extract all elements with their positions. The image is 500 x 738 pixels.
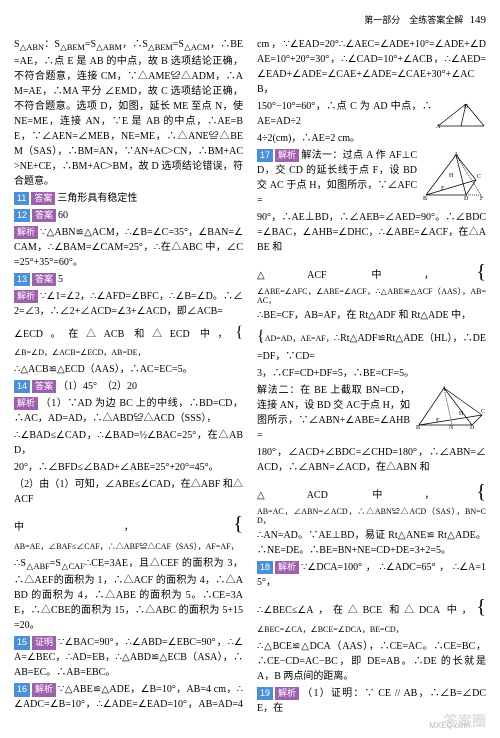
q11-label: 答案 bbox=[31, 192, 55, 206]
q16-svg-text: 150°−10°=60°，∴点 C 为 AD 中点，∴AE=AD÷2 bbox=[257, 101, 432, 127]
q13-num: 13 bbox=[14, 273, 30, 287]
c2-brace4: ∠BEC=∠CA，∠BCE=∠DCA，BE=CD， bbox=[257, 625, 404, 635]
svg-text:C: C bbox=[477, 174, 481, 180]
q14-exp6: ∴S△ABF=S△CAF∴CE=3AE，且△CEF 的面积为 3，∴△AEF的面… bbox=[14, 556, 243, 633]
c2-brace3: AB=AC，∠ABN=∠ACD，∴△ABN≌△ACD（SAS），BN=CD， bbox=[257, 507, 486, 526]
q13-exp3: ∴△ACB≌△ECD（AAS），∴AC=EC=5。 bbox=[14, 362, 243, 377]
q19-num: 19 bbox=[257, 687, 273, 701]
q14-exp3: 20°，∴∠BFD≤∠BAD+∠ABE=25°+20°=45°。 bbox=[14, 460, 243, 475]
svg-text:E: E bbox=[436, 418, 440, 424]
q12-num: 12 bbox=[14, 209, 30, 223]
q16-num: 16 bbox=[14, 683, 30, 697]
q18-num: 18 bbox=[257, 561, 273, 575]
q12-exp: ∵△ABN≌△ACM，∴∠B=∠C=35°，∠BAN=∠CAM，∴∠BAM=∠C… bbox=[14, 227, 243, 268]
q11-ans: 三角形具有稳定性 bbox=[57, 193, 137, 204]
intro-para: S△ABN：S△BEM=S△ABM，∴S△BEM=S△ACM，∴BE=AE，∴点… bbox=[14, 37, 243, 189]
c2-brace1: ∠ABE=∠AFC，∠ABE=∠ACF，∴△ABE≌△ACF（AAS），AB=A… bbox=[257, 287, 486, 306]
c2-t5: 3，∴CF=CD+DF=5，∴BE=CF=5。 bbox=[257, 366, 486, 381]
q15-num: 15 bbox=[14, 636, 30, 650]
q14-exp2: ∴∠BAD≤∠CAD，∴∠BAD=½∠BAC=25°，在△ABD， bbox=[14, 428, 243, 458]
svg-text:H: H bbox=[449, 173, 454, 179]
c2-t8: △ACD 中， bbox=[257, 490, 476, 501]
watermark-icon: 答案圈 bbox=[444, 711, 486, 732]
svg-text:E: E bbox=[441, 186, 445, 192]
q14-brace2: AB=AE，∠BAF≤∠CAF，∴△ABF≌△CAF（SAS），AF=AF， bbox=[14, 542, 239, 552]
q13-exp-label: 解析 bbox=[14, 290, 38, 304]
q17-diagram: B A C D F H E bbox=[421, 150, 486, 207]
svg-text:B: B bbox=[416, 425, 420, 430]
q16-diagram: AB bbox=[436, 101, 486, 134]
q14-label: 答案 bbox=[32, 380, 56, 394]
q17-label: 解析 bbox=[275, 149, 299, 163]
q17b-diagram: B A C D N H E bbox=[414, 385, 486, 435]
svg-text:D: D bbox=[464, 196, 469, 202]
svg-text:A: A bbox=[454, 152, 459, 158]
q16-label: 解析 bbox=[32, 683, 56, 697]
q14-num: 14 bbox=[14, 380, 30, 394]
q14-exp4: （2）由（1）可知，∠ABE≤∠CAD，在△ABF 和△ACF bbox=[14, 477, 243, 507]
c2-t3: ∴BE=CF，AB=AF，在 Rt△ADF 和 Rt△ADE 中， bbox=[257, 308, 486, 323]
q12-exp-label: 解析 bbox=[14, 226, 38, 240]
c2-top: 90°，∴AE⊥BD，∴∠AEB=∠AED=90°。∴∠BDC=∠BAC，∠AH… bbox=[257, 210, 486, 255]
q12-ans: 60 bbox=[58, 210, 68, 221]
q11-num: 11 bbox=[14, 192, 29, 206]
q12-label: 答案 bbox=[32, 209, 56, 223]
c2-t9: ∴AN=AD。∵AE⊥BD，易证 Rt△ANE≌ Rt△ADE。∴NE=DE。∴… bbox=[257, 528, 486, 558]
q19-label: 解析 bbox=[275, 687, 299, 701]
section-title: 第一部分 全练答案全解 bbox=[364, 15, 463, 25]
q13-ans: 5 bbox=[58, 274, 63, 285]
q14-exp-label: 解析 bbox=[14, 397, 38, 411]
q14-exp5: 中， bbox=[14, 522, 233, 533]
q14-ans: （1）45° （2）20 bbox=[58, 381, 137, 392]
q14-exp1: （1）∵AD 为边 BC 上的中线，∴BD=CD，∴AC，AD=AD，∴△ABD… bbox=[14, 398, 243, 424]
page-number: 149 bbox=[470, 14, 487, 26]
svg-text:N: N bbox=[449, 425, 454, 430]
c2-t2: △ACF 中， bbox=[257, 270, 476, 281]
q13-exp1: ∵∠1=∠2，∴∠AFD=∠BFC，∴∠B=∠D。∴∠2=∠3，∴∠2+∠ACD… bbox=[14, 291, 243, 317]
svg-text:C: C bbox=[481, 409, 485, 415]
c2-t10: ∴∠BEC≤∠A，在△BCE 和△DCA 中， bbox=[257, 605, 476, 616]
svg-text:A: A bbox=[442, 386, 447, 392]
svg-text:B: B bbox=[423, 196, 427, 202]
c2-t6: 解法二：在 BE 上截取 BN=CD，连接 AN，设 BD 交 AC于点 H，如… bbox=[257, 385, 410, 441]
svg-text:D: D bbox=[470, 425, 475, 430]
svg-text:F: F bbox=[480, 196, 484, 202]
q18-label: 解析 bbox=[275, 561, 299, 575]
c2-t11: ∴△BCE≌△DCA（AAS），∴CE=AC。∴CE=BC，∴CE−CD=AC−… bbox=[257, 639, 486, 684]
q13-label: 答案 bbox=[32, 273, 56, 287]
q13-exp2: ∠ECD。在△ACB 和△ECD 中， bbox=[14, 329, 235, 340]
c2-brace2: AD=AD，AE=AF， bbox=[265, 334, 334, 344]
q15-label: 证明 bbox=[32, 636, 56, 650]
svg-text:H: H bbox=[459, 411, 464, 417]
svg-text:A: A bbox=[436, 124, 441, 129]
q13-brace: ∠B=∠D，∠ACB=∠ECD，AB=DE， bbox=[14, 348, 146, 358]
q17-num: 17 bbox=[257, 149, 273, 163]
svg-text:B: B bbox=[464, 104, 468, 110]
c2-t7: 180°，∠ACD+∠BDC=∠CHD=180°，∴∠ABN=∠ACD，∴∠AB… bbox=[257, 445, 486, 475]
